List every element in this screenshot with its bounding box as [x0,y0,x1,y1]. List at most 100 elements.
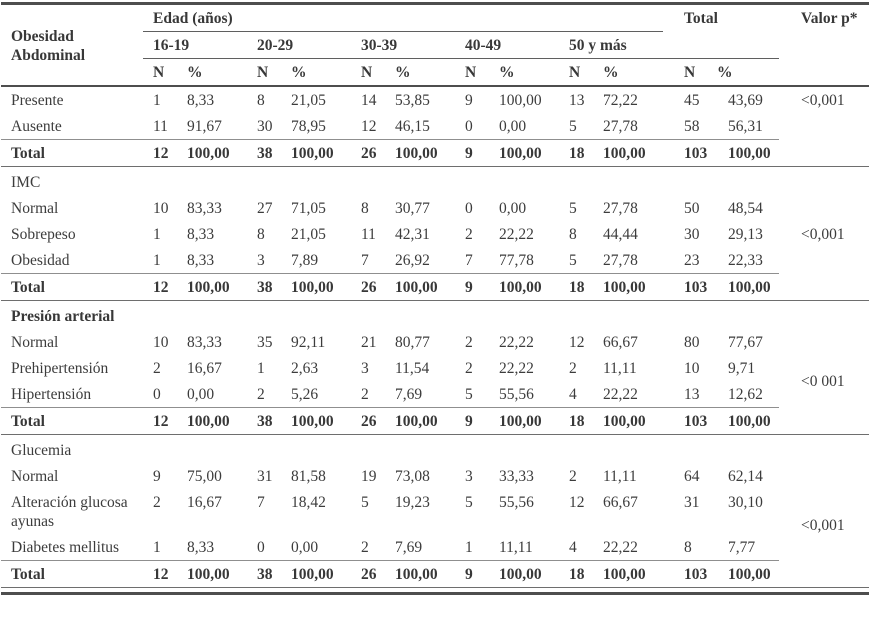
count-cell: 7 [351,247,385,274]
percent-cell: 100,00 [499,92,542,109]
count-cell: 12 [351,113,385,140]
percent-cell: 11,54 [395,360,430,377]
row-label: Diabetes mellitus [1,534,143,561]
count-cell: 2 [569,468,577,485]
count-cell: 12 [143,560,177,588]
table-row: Presente 1 8,33 8 21,05 14 53,85 9 100,00 13 72,2… [1,86,869,113]
percent-cell: 22,22 [499,334,534,351]
row-label: Normal [11,334,59,351]
empty-cell [779,407,870,435]
count-cell: 58 [663,113,707,140]
table-row: Normal 10 83,33 35 92,11 21 80,77 2 22,22 12 66,6… [1,329,869,355]
row-label: Presente [11,92,64,109]
percent-cell: 77,78 [489,247,559,274]
percent-cell: 16,67 [187,360,222,377]
percent-cell: 19,23 [395,494,430,511]
section-title-row: Glucemia [1,435,869,464]
percent-cell: 100,00 [385,139,455,167]
percent-cell: 7,69 [385,381,455,408]
count-cell: 2 [247,381,281,408]
count-cell: 30 [684,226,700,243]
percent-cell: 7,77 [707,534,780,561]
count-cell: 35 [257,334,273,351]
percent-cell: 100,00 [593,139,663,167]
table-row: Obesidad 1 8,33 3 7,89 7 26,92 7 77,78 5 27,78 23 2… [1,247,869,274]
empty-cell [779,139,870,167]
pct-header: % [385,58,455,87]
count-cell: 3 [361,360,369,377]
percent-cell: 100,00 [489,139,559,167]
count-cell: 9 [455,139,489,167]
count-cell: 14 [361,92,377,109]
table-row: Hipertensión 0 0,00 2 5,26 2 7,69 5 55,56 4 22,22… [1,381,869,408]
percent-cell: 100,00 [593,560,663,588]
table-row: Alteración glucosa ayunas 2 16,67 7 18,42 5 1… [1,489,869,534]
count-cell: 3 [465,468,473,485]
table-row: Normal 10 83,33 27 71,05 8 30,77 0 0,00 5 27,78 50… [1,195,869,243]
count-cell: 1 [153,226,161,243]
percent-cell: 22,22 [499,360,534,377]
count-cell: 21 [361,334,377,351]
count-cell: 2 [153,360,161,377]
percent-cell: 8,33 [187,92,215,109]
count-cell: 103 [663,139,707,167]
percent-cell: 100,00 [385,407,455,435]
percent-cell: 83,33 [187,334,222,351]
percent-cell: 0,00 [489,113,559,140]
total-row: Total 12 100,00 38 100,00 26 100,00 9 100,00 18 1… [1,407,870,435]
section-glucemia: Glucemia Normal 9 75,00 31 81,58 19 73,08 3 33,… [1,435,870,594]
p-value: <0,001 [801,226,845,244]
count-cell: 9 [455,273,489,301]
spacer-cell [1,588,869,594]
count-cell: 1 [143,534,177,561]
table-row: Sobrepeso 1 8,33 8 21,05 11 42,31 2 22,22 8 44,44… [1,221,869,247]
percent-cell: 33,33 [499,468,534,485]
percent-cell: 78,95 [281,113,351,140]
count-cell: 26 [351,407,385,435]
percent-cell: 30,77 [395,200,430,217]
count-cell: 8 [361,200,369,217]
percent-cell: 21,05 [291,92,326,109]
count-cell: 12 [569,334,585,351]
header-row-1: Obesidad Abdominal Edad (años) Total Val… [1,3,870,87]
count-cell: 13 [569,92,585,109]
age-group-header: 20-29 [247,31,351,59]
percent-cell: 100,00 [489,407,559,435]
section-title-row: IMC [1,167,869,196]
percent-cell: 100,00 [177,139,247,167]
count-cell: 10 [153,334,169,351]
n-header: N [351,58,385,87]
count-cell: 5 [559,247,593,274]
percent-cell: 55,56 [499,494,534,511]
header-row-3: N % N % N % N % N % N % [1,58,869,87]
count-cell: 10 [153,200,169,217]
count-cell: 11 [143,113,177,140]
row-label: Ausente [1,113,143,140]
count-cell: 31 [257,468,273,485]
n-header: N [247,58,281,87]
percent-cell: 22,22 [593,381,663,408]
age-group-header: 50 y más [559,31,663,59]
percent-cell: 27,78 [593,247,663,274]
row-label: Total [1,139,143,167]
count-cell: 38 [247,407,281,435]
count-cell: 2 [465,334,473,351]
row-label: Total [1,407,143,435]
percent-cell: 100,00 [707,560,780,588]
percent-cell: 22,22 [499,226,534,243]
percent-cell: 100,00 [281,139,351,167]
count-cell: 26 [351,273,385,301]
percent-cell: 100,00 [177,273,247,301]
percent-cell: 100,00 [489,560,559,588]
column-header-total: Total [663,3,780,59]
table-row: Diabetes mellitus 1 8,33 0 0,00 2 7,69 1 11,11 4… [1,534,869,561]
count-cell: 9 [153,468,161,485]
count-cell: 12 [143,273,177,301]
row-label: Obesidad [1,247,143,274]
count-cell: 23 [663,247,707,274]
empty-cell [779,273,870,301]
row-label: Normal [11,468,59,485]
total-row: Total 12 100,00 38 100,00 26 100,00 9 100,00 18 1… [1,139,870,167]
pct-header: % [177,58,247,87]
count-cell: 1 [143,247,177,274]
